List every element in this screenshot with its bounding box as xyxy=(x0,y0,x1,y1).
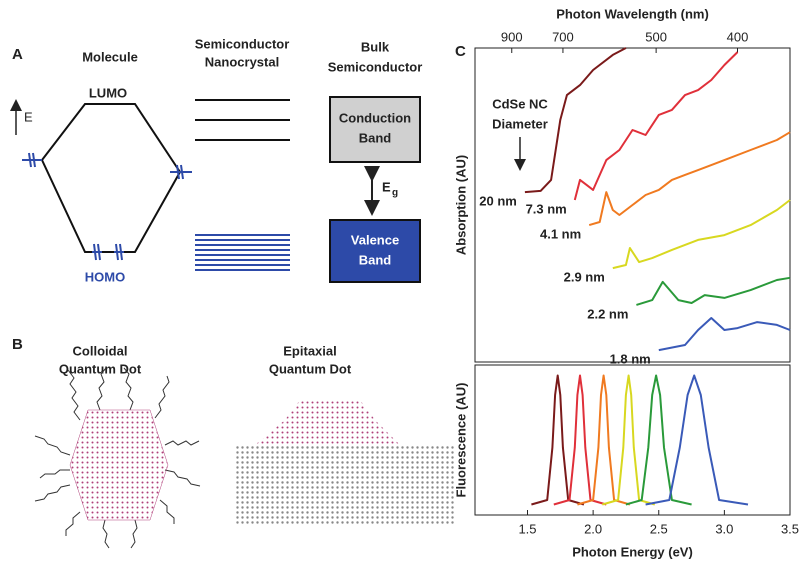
colloidal-title: Colloidal xyxy=(73,343,128,358)
x-tick-label: 1.5 xyxy=(518,521,536,536)
energy-label: E xyxy=(24,109,33,124)
panel-label: A xyxy=(12,46,23,63)
orbital-diagram xyxy=(42,104,180,252)
epitaxial-dot xyxy=(255,400,400,445)
substrate xyxy=(235,445,455,525)
series-line xyxy=(636,278,790,305)
gap-label: E xyxy=(382,179,391,194)
nc-levels xyxy=(195,100,290,140)
panel-label: B xyxy=(12,336,23,353)
x-tick-label: 2.5 xyxy=(650,521,668,536)
series-label: 1.8 nm xyxy=(610,352,651,367)
series-line xyxy=(589,132,790,225)
molecule-title: Molecule xyxy=(82,49,138,64)
colloidal-dot xyxy=(70,410,168,520)
x-tick-label: 2.0 xyxy=(584,521,602,536)
x2-tick-label: 900 xyxy=(501,29,523,44)
x-tick-label: 3.0 xyxy=(715,521,733,536)
electrons xyxy=(22,153,192,260)
x2-tick-label: 400 xyxy=(727,29,749,44)
x2-axis-title: Photon Wavelength (nm) xyxy=(556,6,709,21)
bulk-title: Bulk xyxy=(361,39,390,54)
gap-subscript: g xyxy=(392,188,398,199)
series-line xyxy=(575,52,738,200)
series-line xyxy=(659,318,790,350)
conduction-label: Conduction xyxy=(339,110,411,125)
nc-valence-levels xyxy=(195,235,290,270)
y-axis-title: Absorption (AU) xyxy=(453,155,468,255)
valence-label: Valence xyxy=(351,232,399,247)
epitaxial-title: Quantum Dot xyxy=(269,361,352,376)
panel-label: C xyxy=(455,43,466,60)
series-line xyxy=(613,200,790,268)
series-label: 7.3 nm xyxy=(526,201,567,216)
nanocrystal-title: Nanocrystal xyxy=(205,54,279,69)
annotation: Diameter xyxy=(492,116,548,131)
nanocrystal-title: Semiconductor xyxy=(195,36,290,51)
series-label: 2.9 nm xyxy=(564,270,605,285)
epitaxial-title: Epitaxial xyxy=(283,343,336,358)
x-axis-title: Photon Energy (eV) xyxy=(572,544,693,559)
annotation: CdSe NC xyxy=(492,96,548,111)
x2-tick-label: 500 xyxy=(645,29,667,44)
valence-band xyxy=(330,220,420,282)
valence-label: Band xyxy=(359,252,392,267)
conduction-label: Band xyxy=(359,130,392,145)
x2-tick-label: 700 xyxy=(552,29,574,44)
lumo-label: LUMO xyxy=(89,85,127,100)
series-label: 2.2 nm xyxy=(587,306,628,321)
series-label: 4.1 nm xyxy=(540,227,581,242)
series-line xyxy=(602,376,655,505)
series-label: 20 nm xyxy=(479,194,517,209)
figure: A Molecule LUMO HOMO E Semiconductor Nan… xyxy=(0,0,803,567)
homo-label: HOMO xyxy=(85,269,125,284)
bulk-title: Semiconductor xyxy=(328,59,423,74)
x-tick-label: 3.5 xyxy=(781,521,799,536)
y-axis-title: Fluorescence (AU) xyxy=(453,383,468,498)
